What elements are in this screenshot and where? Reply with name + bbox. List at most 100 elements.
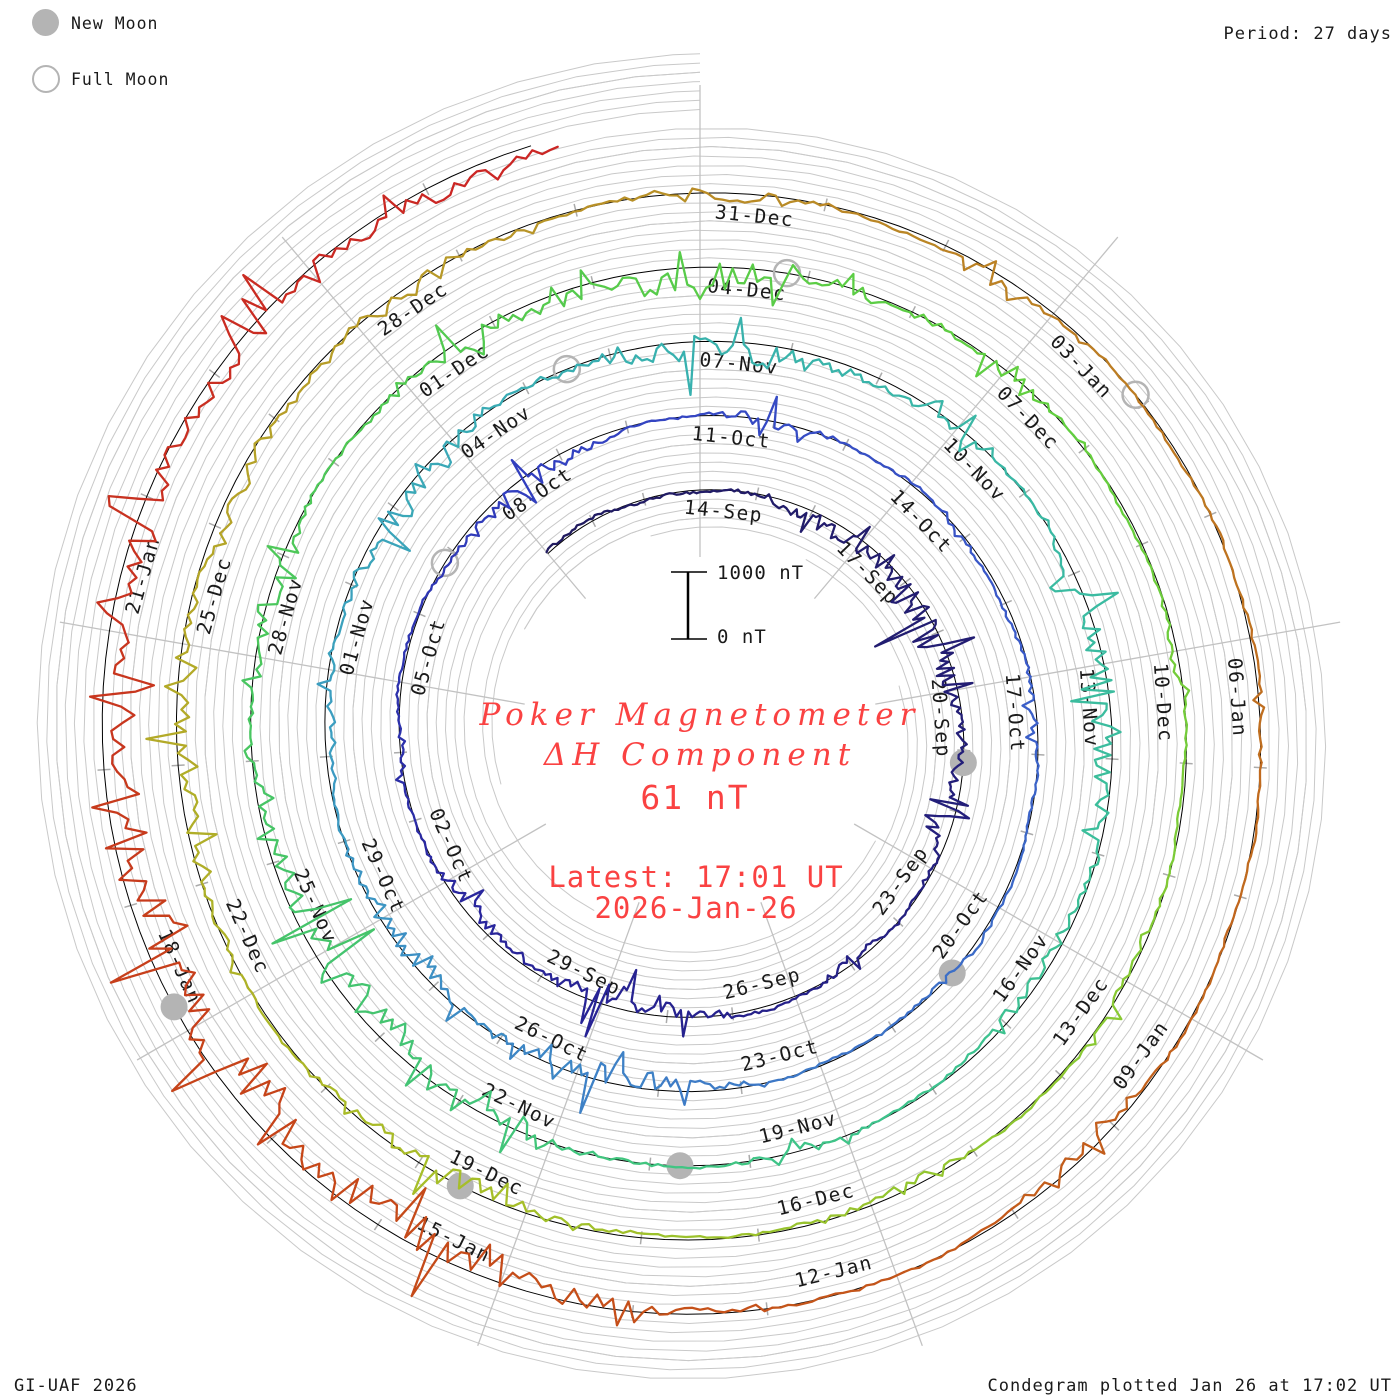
magnetometer-trace [401, 440, 453, 518]
magnetometer-trace [281, 1118, 399, 1207]
magnetometer-trace [502, 458, 561, 510]
magnetometer-trace [1169, 643, 1191, 760]
magnetometer-trace [256, 557, 297, 666]
magnetometer-trace [1049, 575, 1119, 661]
magnetometer-trace [136, 381, 224, 502]
magnetometer-trace [395, 1187, 514, 1298]
magnetometer-trace [533, 1209, 646, 1235]
magnetometer-trace [558, 427, 627, 466]
magnetometer-trace [695, 488, 756, 497]
magnetometer-trace [608, 334, 696, 397]
magnetometer-trace [632, 1303, 774, 1324]
magnetometer-trace [345, 843, 393, 921]
full-moon-marker [1121, 380, 1150, 409]
magnetometer-trace [179, 765, 218, 890]
magnetometer-trace [784, 349, 875, 387]
date-label: 10-Nov [939, 433, 1011, 506]
magnetometer-trace [605, 968, 672, 1014]
magnetometer-trace [960, 535, 1003, 605]
scalebar-bottom-label: 0 nT [717, 626, 767, 648]
magnetometer-trace [587, 500, 645, 521]
date-label: 03-Jan [1046, 330, 1118, 403]
date-spoke [853, 823, 1264, 1061]
magnetometer-trace [939, 248, 1046, 315]
date-spoke [136, 823, 547, 1061]
magnetometer-trace [999, 602, 1032, 678]
new-moon-marker [160, 993, 188, 1021]
magnetometer-trace [1022, 488, 1065, 578]
magnetometer-trace [1012, 1118, 1117, 1209]
full-moon-marker [430, 548, 460, 578]
legend-new-moon-label: New Moon [71, 14, 159, 33]
magnetometer-trace [1042, 311, 1140, 404]
magnetometer-trace [88, 641, 156, 773]
magnetometer-trace [753, 492, 808, 533]
magnetometer-trace [302, 193, 424, 284]
magnetometer-trace [395, 323, 492, 385]
latest-time: Latest: 17:01 UT [548, 860, 844, 894]
magnetometer-trace [692, 262, 805, 307]
date-label: 10-Dec [1149, 662, 1177, 743]
footer-plotted-timestamp: Condegram plotted Jan 26 at 17:02 UT [987, 1376, 1392, 1396]
magnetometer-trace [819, 202, 943, 251]
magnetometer-trace [997, 365, 1086, 445]
date-label: 08-Oct [498, 462, 577, 525]
magnetometer-trace [109, 899, 211, 1041]
magnetometer-trace [974, 1071, 1066, 1151]
magnetometer-trace [929, 746, 970, 813]
magnetometer-trace [1138, 541, 1173, 647]
magnetometer-trace [874, 583, 937, 648]
magnetometer-trace [579, 1050, 662, 1114]
magnetometer-trace [389, 1022, 467, 1112]
magnetometer-trace [998, 830, 1029, 909]
magnetometer-trace [273, 327, 351, 423]
magnetometer-trace [752, 1133, 853, 1167]
date-label: 13-Nov [1075, 667, 1103, 748]
magnetometer-trace [252, 761, 289, 868]
magnetometer-trace [183, 532, 228, 654]
chart-title-line2: ΔH Component [543, 737, 857, 773]
magnetometer-trace [330, 757, 348, 846]
magnetometer-trace [1070, 658, 1122, 757]
magnetometer-trace [327, 587, 353, 677]
latest-value: 61 nT [640, 778, 750, 817]
magnetometer-trace [331, 382, 401, 465]
date-spoke [477, 902, 640, 1347]
magnetometer-trace [320, 928, 394, 1031]
magnetometer-trace [145, 650, 199, 768]
magnetometer-trace [642, 490, 698, 504]
magnetometer-trace [742, 1061, 826, 1088]
magnetometer-trace [924, 809, 971, 867]
magnetometer-trace [385, 917, 443, 983]
grid-spiral [56, 71, 1307, 1362]
magnetometer-trace [96, 494, 157, 644]
magnetometer-trace [1063, 973, 1131, 1074]
date-spoke [59, 621, 525, 705]
date-label: 01-Nov [335, 595, 379, 678]
magnetometer-trace [802, 272, 912, 314]
magnetometer-trace [489, 932, 547, 976]
magnetometer-trace [691, 187, 822, 208]
magnetometer-trace [845, 918, 901, 970]
magnetometer-trace [520, 353, 612, 390]
scalebar-top-label: 1000 nT [717, 562, 805, 584]
new-moon-marker [666, 1152, 694, 1180]
chart-title-line1: Poker Magnetometer [479, 697, 921, 733]
magnetometer-trace [872, 384, 952, 430]
magnetometer-trace [910, 481, 963, 538]
grid-spiral [83, 99, 1280, 1334]
magnetometer-trace [624, 413, 702, 430]
magnetometer-trace [898, 864, 935, 922]
magnetometer-trace [395, 752, 418, 825]
date-spoke [281, 236, 587, 600]
magnetometer-trace [1083, 441, 1141, 545]
magnetometer-trace [572, 187, 694, 213]
magnetometer-trace [203, 887, 258, 1001]
magnetometer-trace [912, 633, 976, 694]
magnetometer-trace [446, 879, 496, 936]
magnetometer-trace [771, 1270, 906, 1309]
magnetometer-trace [799, 514, 871, 550]
magnetometer-trace [266, 462, 334, 560]
magnetometer-trace [843, 442, 913, 485]
